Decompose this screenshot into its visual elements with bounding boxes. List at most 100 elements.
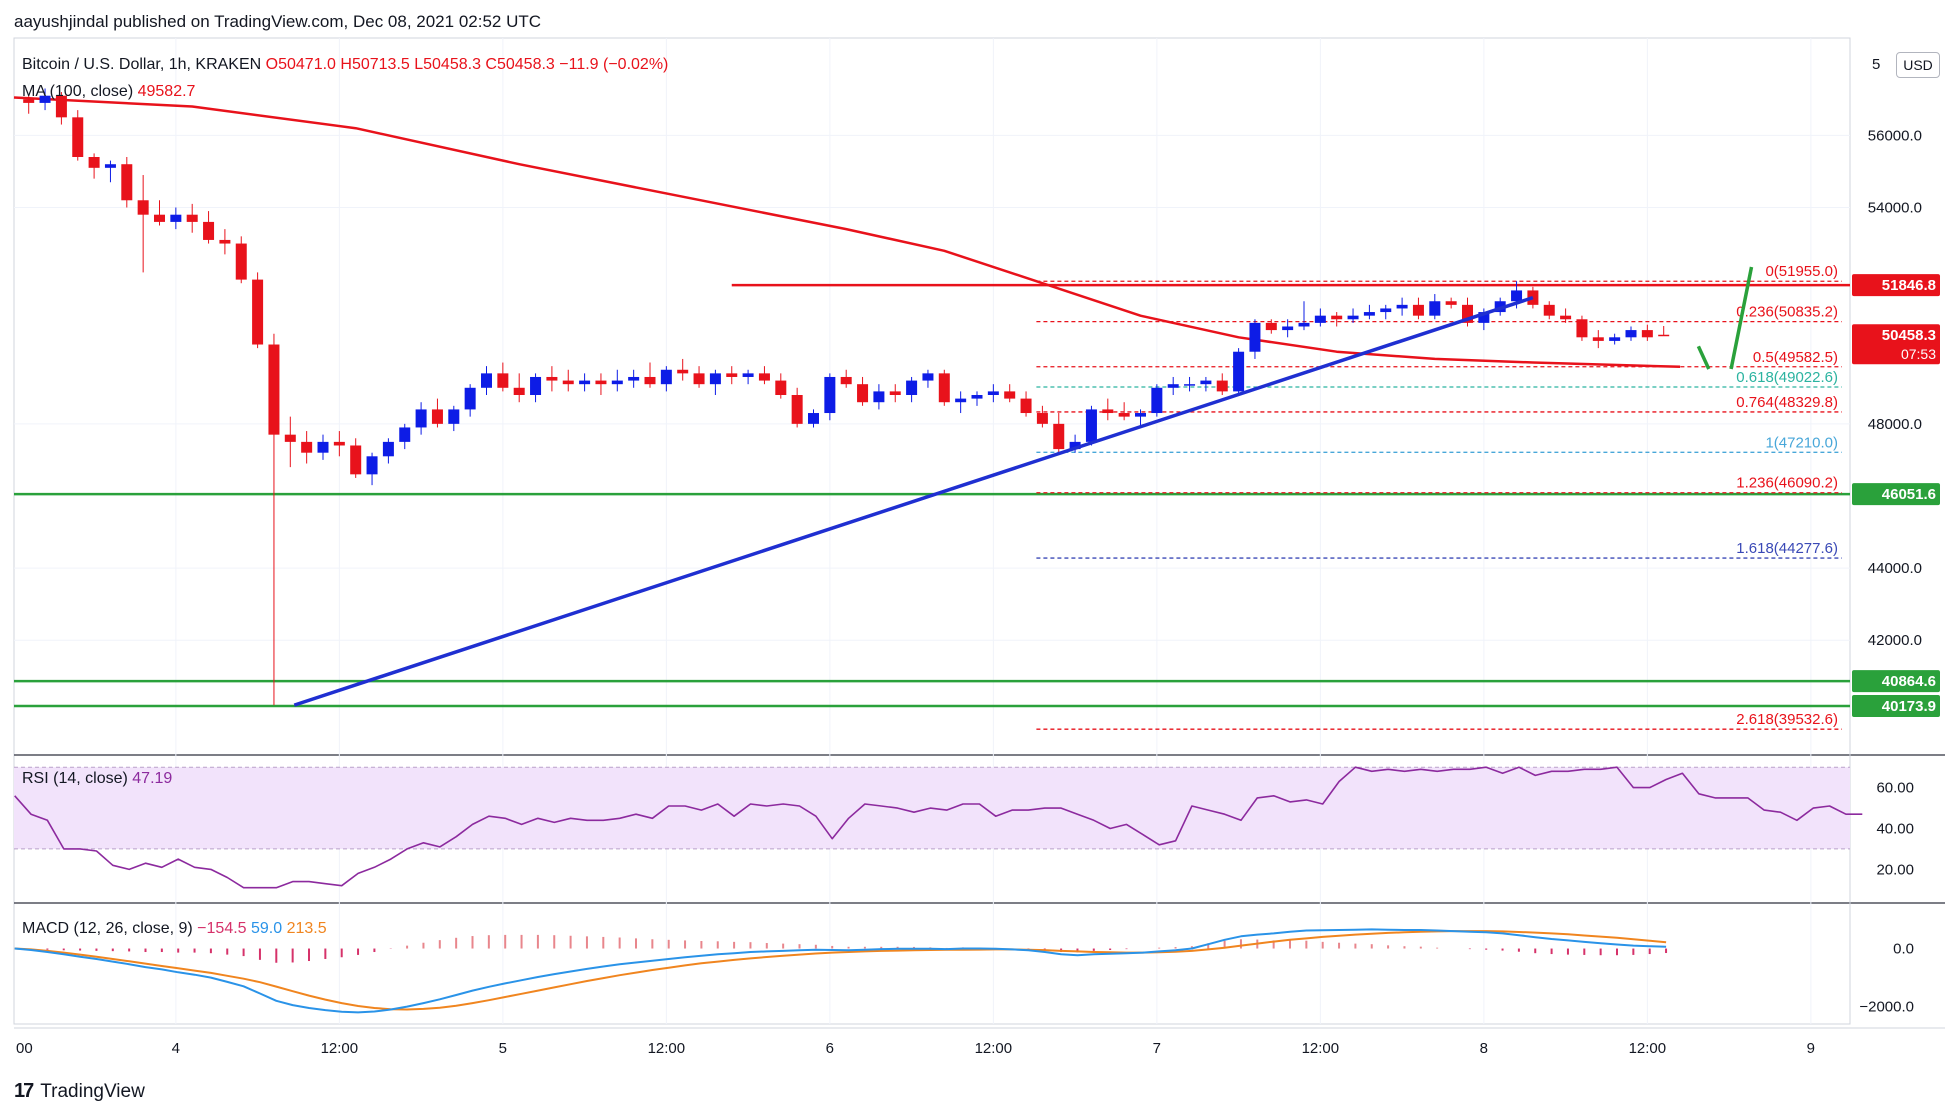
candle-body [562,380,574,385]
candle-body [1445,301,1457,305]
fib-level-label: 0.5(49582.5) [1753,349,1838,366]
candle-body [186,214,198,222]
candle-body [88,157,100,168]
macd-legend: MACD (12, 26, close, 9) −154.5 59.0 213.… [22,920,327,937]
candle-body [1036,413,1048,424]
price-axis-tick-label: 48000.0 [1868,416,1922,433]
price-badge [1852,483,1940,506]
candle-body [873,391,885,403]
tradingview-logo[interactable]: 17 TradingView [14,1080,145,1103]
time-axis-tick-label: 4 [172,1040,180,1057]
currency-button[interactable]: USD [1896,52,1940,78]
fib-level-label: 0.618(49022.6) [1736,369,1838,386]
candle-body [350,445,362,475]
candle-body [693,373,705,385]
ma100-line [13,96,1681,369]
candle-body [121,164,133,201]
time-axis-tick-label: 9 [1807,1040,1815,1057]
tradingview-logo-mark: 17 [14,1080,34,1102]
candle-body [971,395,983,399]
candle-body [840,376,852,385]
candle-body [1085,409,1097,442]
price-axis-tick-label: 54000.0 [1868,199,1922,216]
candle-body [513,387,525,395]
price-badge-label: 40864.6 [1882,673,1936,690]
candle-body [595,380,607,385]
candle-body [219,239,231,244]
candle-body [23,99,35,103]
candle-body [709,373,721,385]
macd-axis-tick-label: 0.0 [1893,941,1914,958]
candle-body [1118,413,1130,417]
candle-body [382,441,394,457]
candle-body [1429,301,1441,316]
candle-body [1053,423,1065,450]
candle-body [415,409,427,428]
candle-body [399,427,411,442]
rising-trendline [293,295,1534,707]
candle-body [1069,441,1081,450]
candle-body [104,164,116,168]
fib-level-label: 2.618(39532.6) [1736,711,1838,728]
candle-body [1658,334,1670,337]
candle-body [922,373,934,381]
candle-body [39,95,51,103]
rsi-axis-tick-label: 40.00 [1876,821,1914,838]
candle-body [1151,387,1163,414]
candle-body [579,380,591,385]
candle-body [906,380,918,395]
candle-body [1625,330,1637,338]
candle-body [660,369,672,385]
price-badge-label: 40173.9 [1882,698,1936,715]
candle-body [366,456,378,475]
candle-body [628,376,640,381]
candle-body [1233,351,1245,392]
candle-body [1641,330,1653,338]
candle-body [1592,337,1604,341]
candle-body [448,409,460,424]
candle-body [808,413,819,424]
candle-body [252,279,264,345]
candle-body [1331,315,1343,320]
price-badge-countdown: 07:53 [1901,346,1936,362]
candle-body [1216,380,1228,392]
candle-body [857,384,869,403]
projection-line [1729,266,1754,370]
candle-body [1249,322,1261,352]
price-badge [1852,324,1940,365]
candle-body [464,387,476,410]
candle-body [1298,322,1310,327]
price-badge-label: 50458.3 [1882,327,1936,344]
price-axis-top-label: 5 [1872,56,1881,73]
tradingview-brand: TradingView [40,1080,145,1102]
projection-line [1696,345,1711,370]
candle-body [317,441,329,453]
candle-body [955,398,967,403]
time-axis-tick-label: 12:00 [1629,1040,1667,1057]
candle-body [775,380,787,395]
candle-body [235,243,247,280]
candle-body [203,221,215,240]
candle-body [55,95,67,118]
candle-body [1609,337,1621,341]
price-badge [1852,695,1940,718]
rsi-legend: RSI (14, close) 47.19 [22,770,172,787]
rsi-line [14,766,1863,889]
candle-body [1380,308,1392,313]
candle-body [333,441,345,446]
price-axis-tick-label: 56000.0 [1868,127,1922,144]
candle-body [824,376,836,414]
candle-body [530,376,542,395]
time-axis-tick-label: 5 [499,1040,507,1057]
candle-body [301,441,313,453]
plot-frame [13,37,1851,1025]
candle-body [1265,322,1277,331]
candle-body [1004,391,1016,399]
fib-level-label: 1.236(46090.2) [1736,475,1838,492]
candle-body [268,344,280,435]
candle-body [1576,319,1588,338]
time-axis-tick-label: 12:00 [648,1040,686,1057]
candle-body [1462,304,1473,323]
symbol-header: Bitcoin / U.S. Dollar, 1h, KRAKEN O50471… [22,56,668,73]
candle-body [1184,384,1196,386]
